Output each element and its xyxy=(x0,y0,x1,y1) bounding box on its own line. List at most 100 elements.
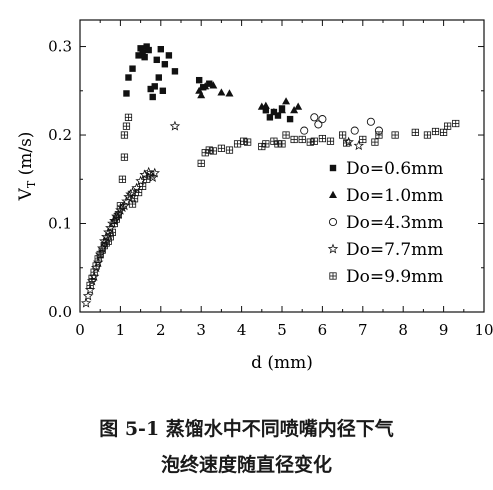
data-point-square xyxy=(266,114,274,121)
data-series xyxy=(80,43,460,308)
data-point-square xyxy=(135,52,142,59)
x-tick-label: 2 xyxy=(156,321,166,339)
data-point-boxplus xyxy=(110,219,118,228)
series-boxplus xyxy=(86,113,460,290)
data-point-boxplus xyxy=(278,140,286,148)
x-tick-label: 10 xyxy=(474,321,493,339)
legend-label: Do=4.3mm xyxy=(346,213,443,233)
data-point-boxplus xyxy=(197,159,205,167)
x-tick-label: 4 xyxy=(237,321,247,339)
data-point-square xyxy=(137,45,144,52)
x-tick-label: 9 xyxy=(439,321,449,339)
series-circle xyxy=(300,113,384,135)
data-point-square xyxy=(206,80,213,87)
data-point-boxplus xyxy=(134,188,143,197)
legend-marker-triangle xyxy=(329,190,337,198)
data-point-boxplus xyxy=(118,175,127,183)
data-point-boxplus xyxy=(116,202,124,210)
data-point-boxplus xyxy=(130,195,139,203)
data-point-boxplus xyxy=(423,131,432,139)
data-point-square xyxy=(125,74,132,81)
data-point-star xyxy=(343,136,354,147)
data-point-boxplus xyxy=(205,146,213,154)
legend: Do=0.6mm Do=1.0mm Do=4.3mm Do=7.7mm Do=9.9mm xyxy=(327,159,443,287)
legend-label: Do=9.9mm xyxy=(346,267,443,287)
x-axis-label: d (mm) xyxy=(251,353,313,373)
y-axis-label: VT (m/s) xyxy=(16,132,38,202)
data-point-square xyxy=(143,43,150,50)
data-point-boxplus xyxy=(122,122,131,130)
data-point-circle xyxy=(366,117,375,126)
data-point-boxplus xyxy=(96,250,104,259)
data-point-boxplus xyxy=(143,175,151,183)
data-point-boxplus xyxy=(244,138,252,146)
data-point-boxplus xyxy=(452,119,460,128)
data-point-boxplus xyxy=(240,137,248,145)
data-point-boxplus xyxy=(359,135,367,144)
series-star xyxy=(80,120,364,308)
data-point-boxplus xyxy=(262,140,270,148)
data-point-circle xyxy=(314,120,323,129)
figure-caption-line-1: 图 5-1 蒸馏水中不同喷嘴内径下气 xyxy=(99,418,394,440)
x-tick-label: 3 xyxy=(196,321,206,339)
data-point-square xyxy=(159,87,167,94)
data-point-square xyxy=(274,112,282,119)
data-point-square xyxy=(123,90,130,97)
data-point-triangle xyxy=(217,88,226,96)
data-point-boxplus xyxy=(343,139,351,147)
legend-label: Do=1.0mm xyxy=(346,186,443,206)
legend-label: Do=0.6mm xyxy=(346,159,443,179)
data-point-boxplus xyxy=(120,153,129,161)
data-point-triangle xyxy=(282,97,291,105)
data-point-square xyxy=(141,53,148,61)
data-point-star xyxy=(353,140,364,151)
x-tick-label: 6 xyxy=(318,321,328,339)
data-point-boxplus xyxy=(338,131,347,139)
x-tick-label: 7 xyxy=(358,321,368,339)
y-axis-label-sub: T xyxy=(25,180,38,188)
y-axis-label-main: V xyxy=(16,187,36,201)
data-point-boxplus xyxy=(391,131,399,139)
data-point-boxplus xyxy=(290,135,298,144)
series-triangle xyxy=(195,81,303,116)
data-point-boxplus xyxy=(439,128,448,136)
data-point-star xyxy=(143,166,154,177)
data-point-boxplus xyxy=(217,144,225,152)
data-point-circle xyxy=(350,126,359,135)
data-point-boxplus xyxy=(431,127,440,136)
data-point-circle xyxy=(300,126,309,135)
data-point-circle xyxy=(318,115,327,124)
legend-marker-star xyxy=(327,243,339,254)
data-point-boxplus xyxy=(310,137,318,145)
x-tick-label: 5 xyxy=(277,321,287,339)
data-point-boxplus xyxy=(225,146,234,154)
data-point-boxplus xyxy=(100,242,108,250)
scatter-chart: 0 1 2 3 4 5 6 7 8 9 10 0.0 0.1 0.2 0.3 Do=0.6mm Do=1.0m… xyxy=(16,19,493,373)
data-point-square xyxy=(171,68,179,75)
data-point-boxplus xyxy=(88,274,96,282)
legend-marker-boxplus xyxy=(329,272,337,280)
data-point-square xyxy=(165,52,173,59)
data-point-square xyxy=(153,56,160,64)
data-point-boxplus xyxy=(306,138,314,146)
data-point-square xyxy=(147,85,154,93)
data-point-boxplus xyxy=(120,131,129,139)
data-point-boxplus xyxy=(298,135,306,144)
data-point-triangle xyxy=(201,82,210,90)
data-point-boxplus xyxy=(139,182,147,190)
data-point-triangle xyxy=(209,81,218,89)
data-point-boxplus xyxy=(104,237,112,245)
data-point-square xyxy=(262,107,270,114)
data-point-boxplus xyxy=(112,215,120,223)
axis-ticks: 0 1 2 3 4 5 6 7 8 9 10 0.0 0.1 0.2 0.3 xyxy=(48,20,493,339)
y-axis-label-unit: (m/s) xyxy=(16,132,36,181)
data-point-boxplus xyxy=(201,149,209,157)
data-point-boxplus xyxy=(270,137,278,145)
data-point-boxplus xyxy=(209,147,217,155)
data-point-square xyxy=(149,93,156,101)
legend-label: Do=7.7mm xyxy=(346,240,443,260)
data-point-star xyxy=(80,297,92,308)
data-point-boxplus xyxy=(371,138,379,146)
y-tick-label: 0.2 xyxy=(48,126,72,144)
data-point-star xyxy=(125,188,136,199)
